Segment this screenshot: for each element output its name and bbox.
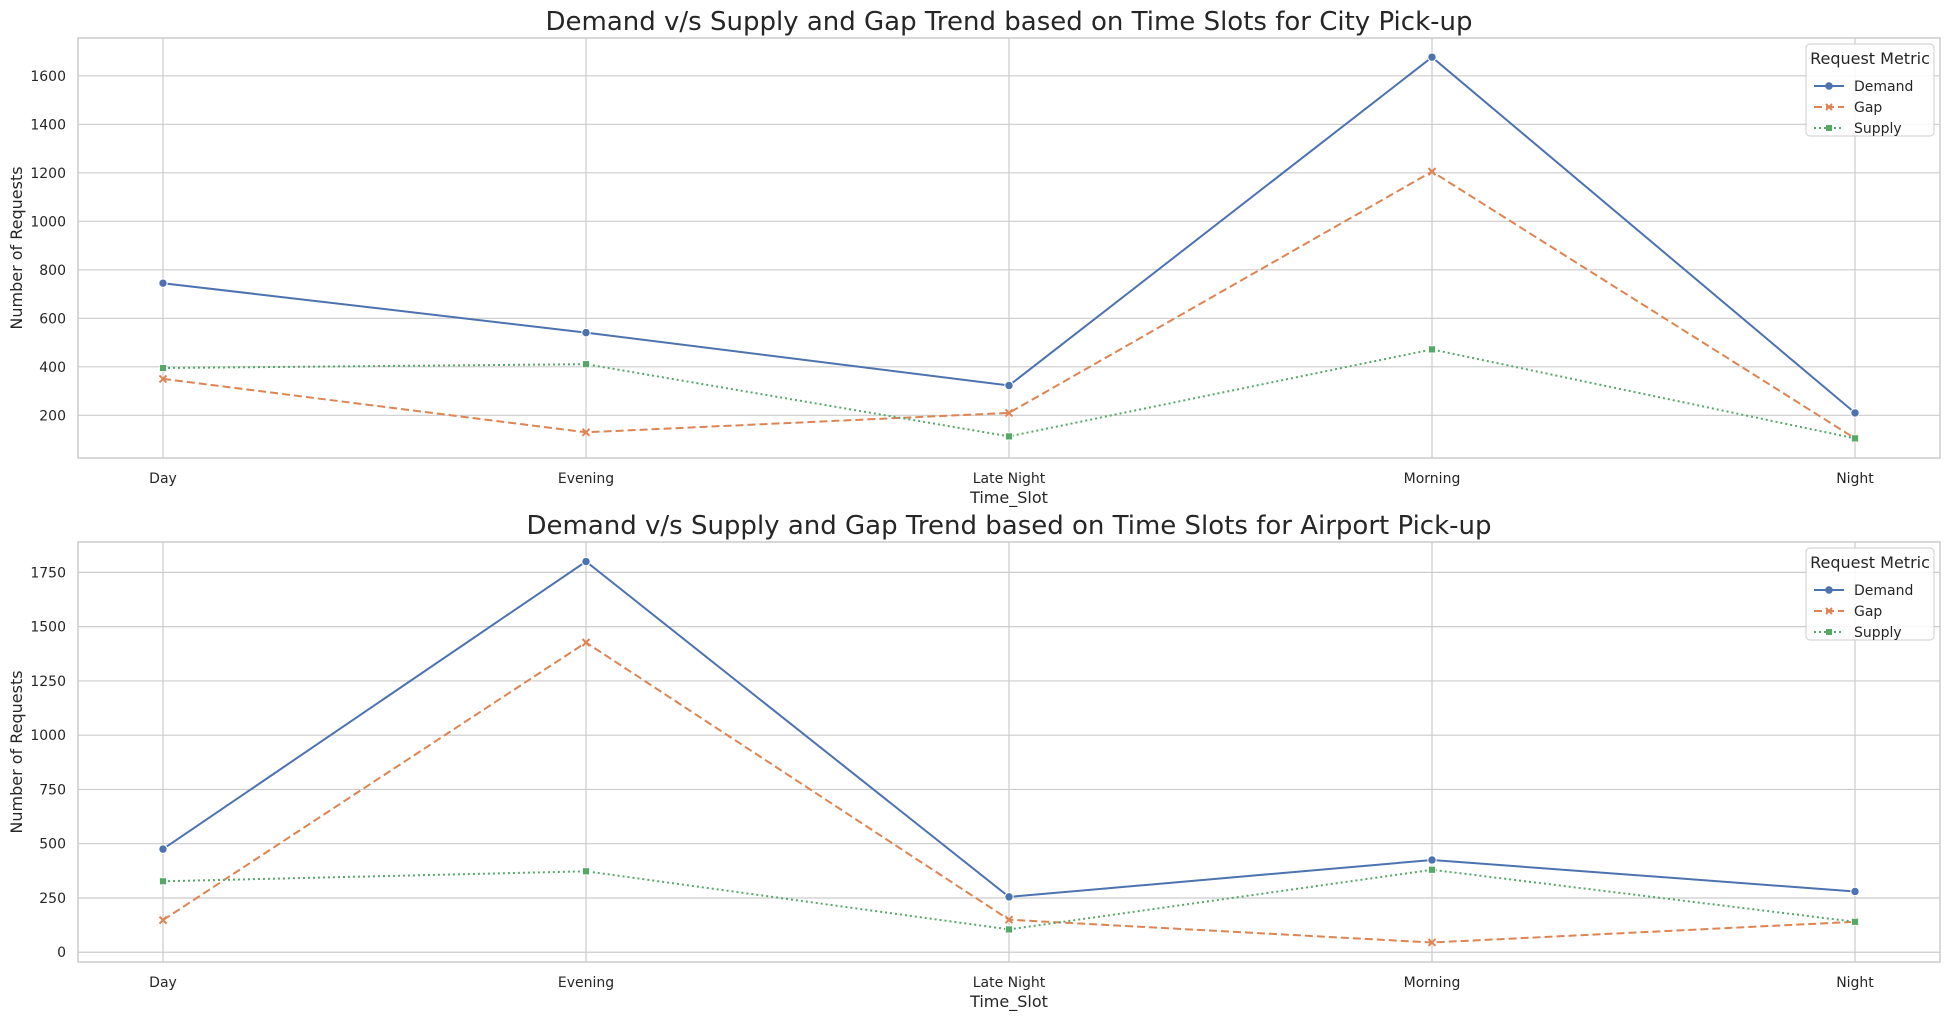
legend-marker-supply <box>1826 629 1832 635</box>
y-tick-label: 1000 <box>30 214 66 230</box>
legend-label-supply: Supply <box>1854 625 1902 641</box>
series-demand <box>158 556 1860 902</box>
point-supply <box>1428 345 1436 354</box>
x-tick-label: Morning <box>1404 975 1461 991</box>
series-supply <box>159 345 1859 443</box>
point-gap <box>158 374 168 384</box>
y-tick-label: 0 <box>57 945 66 961</box>
y-tick-label: 1600 <box>30 69 66 85</box>
x-tick-label: Late Night <box>973 975 1046 991</box>
legend-label-gap: Gap <box>1854 604 1882 620</box>
y-tick-label: 600 <box>39 311 66 327</box>
y-axis-label: Number of Requests <box>7 166 26 329</box>
legend-marker-supply <box>1826 125 1832 131</box>
point-demand <box>581 327 591 338</box>
series-line-gap <box>162 170 1856 440</box>
chart-title: Demand v/s Supply and Gap Trend based on… <box>526 511 1491 541</box>
legend-box <box>1805 43 1935 137</box>
legend-label-demand: Demand <box>1854 79 1913 95</box>
plot-frame <box>77 541 1941 963</box>
x-tick-label: Evening <box>558 471 614 487</box>
point-supply <box>582 867 590 876</box>
y-tick-label: 1000 <box>30 728 66 744</box>
series-supply <box>159 865 1859 934</box>
x-tick-label: Day <box>149 471 177 487</box>
y-tick-label: 800 <box>39 263 66 279</box>
legend-label-demand: Demand <box>1854 583 1913 599</box>
y-tick-label: 400 <box>39 360 66 376</box>
point-gap <box>158 915 168 925</box>
chart-1: Demand v/s Supply and Gap Trend based on… <box>7 7 1941 508</box>
legend-marker-demand <box>1825 82 1833 90</box>
point-gap <box>1004 408 1014 418</box>
point-demand <box>158 844 168 854</box>
chart-2: Demand v/s Supply and Gap Trend based on… <box>7 511 1941 1012</box>
y-tick-label: 1400 <box>30 117 66 133</box>
point-supply <box>1005 925 1013 934</box>
point-demand <box>1850 886 1860 897</box>
y-tick-label: 1250 <box>30 674 66 690</box>
y-tick-label: 500 <box>39 837 66 853</box>
x-tick-label: Day <box>149 975 177 991</box>
point-demand <box>1850 408 1860 418</box>
legend-marker-gap <box>1825 607 1833 615</box>
point-gap <box>1427 167 1437 176</box>
legend-marker-demand <box>1825 586 1833 594</box>
chart-title: Demand v/s Supply and Gap Trend based on… <box>545 7 1472 37</box>
x-tick-label: Late Night <box>973 471 1046 487</box>
x-axis-label: Time_Slot <box>969 488 1048 508</box>
x-axis-label: Time_Slot <box>969 992 1048 1012</box>
point-supply <box>159 364 167 372</box>
legend-marker-gap <box>1825 103 1833 111</box>
point-demand <box>581 556 591 567</box>
grid <box>78 542 1940 962</box>
point-demand <box>1004 380 1014 391</box>
x-tick-label: Night <box>1836 975 1874 991</box>
point-gap <box>1427 938 1437 947</box>
point-supply <box>1851 917 1859 926</box>
point-gap <box>1004 915 1014 924</box>
point-supply <box>1428 865 1436 874</box>
y-tick-label: 1750 <box>30 565 66 581</box>
x-tick-label: Night <box>1836 471 1874 487</box>
legend-box <box>1805 547 1935 641</box>
y-tick-label: 1200 <box>30 166 66 182</box>
y-tick-label: 200 <box>39 408 66 424</box>
grid <box>78 38 1940 458</box>
y-axis-label: Number of Requests <box>7 670 26 833</box>
x-tick-label: Morning <box>1404 471 1461 487</box>
y-tick-label: 1500 <box>30 620 66 636</box>
legend-title: Request Metric <box>1810 49 1930 68</box>
y-tick-label: 750 <box>39 782 66 798</box>
plot-frame <box>77 37 1941 459</box>
point-supply <box>1851 434 1859 443</box>
point-gap <box>581 638 591 647</box>
legend: Request Metric Demand Gap Supply <box>1805 547 1935 641</box>
legend-label-supply: Supply <box>1854 121 1902 137</box>
point-demand <box>158 278 168 288</box>
legend: Request Metric Demand Gap Supply <box>1805 43 1935 137</box>
point-supply <box>159 877 167 886</box>
point-demand <box>1004 892 1014 902</box>
point-gap <box>581 428 591 437</box>
y-tick-label: 250 <box>39 891 66 907</box>
series-demand <box>158 52 1860 418</box>
legend-title: Request Metric <box>1810 553 1930 572</box>
point-demand <box>1427 52 1437 62</box>
point-supply <box>1005 432 1013 441</box>
point-demand <box>1427 855 1437 865</box>
legend-label-gap: Gap <box>1854 100 1882 116</box>
x-tick-label: Evening <box>558 975 614 991</box>
point-supply <box>582 360 590 369</box>
